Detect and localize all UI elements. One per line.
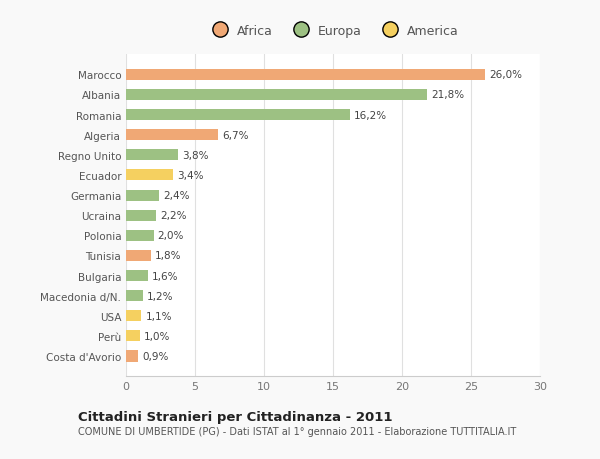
Text: 2,2%: 2,2%	[161, 211, 187, 221]
Bar	[126, 130, 218, 141]
Text: 2,0%: 2,0%	[158, 231, 184, 241]
Bar	[126, 70, 485, 81]
Text: 21,8%: 21,8%	[431, 90, 464, 100]
Bar	[126, 250, 151, 262]
Bar	[126, 311, 141, 322]
Text: 1,0%: 1,0%	[144, 331, 170, 341]
Text: 1,1%: 1,1%	[145, 311, 172, 321]
Bar	[126, 170, 173, 181]
Bar	[126, 230, 154, 241]
Text: COMUNE DI UMBERTIDE (PG) - Dati ISTAT al 1° gennaio 2011 - Elaborazione TUTTITAL: COMUNE DI UMBERTIDE (PG) - Dati ISTAT al…	[78, 426, 516, 436]
Text: 0,9%: 0,9%	[143, 351, 169, 361]
Bar	[126, 270, 148, 281]
Text: 3,4%: 3,4%	[177, 171, 203, 180]
Bar	[126, 190, 159, 201]
Text: 1,2%: 1,2%	[146, 291, 173, 301]
Text: 6,7%: 6,7%	[223, 130, 249, 140]
Bar	[126, 210, 157, 221]
Text: 1,8%: 1,8%	[155, 251, 181, 261]
Text: 26,0%: 26,0%	[489, 70, 522, 80]
Text: 2,4%: 2,4%	[163, 190, 190, 201]
Bar	[126, 291, 143, 302]
Text: 1,6%: 1,6%	[152, 271, 179, 281]
Text: 16,2%: 16,2%	[354, 110, 387, 120]
Bar	[126, 150, 178, 161]
Text: Cittadini Stranieri per Cittadinanza - 2011: Cittadini Stranieri per Cittadinanza - 2…	[78, 410, 392, 423]
Bar	[126, 90, 427, 101]
Bar	[126, 330, 140, 341]
Bar	[126, 351, 139, 362]
Bar	[126, 110, 350, 121]
Legend: Africa, Europa, America: Africa, Europa, America	[202, 20, 464, 43]
Text: 3,8%: 3,8%	[182, 151, 209, 161]
